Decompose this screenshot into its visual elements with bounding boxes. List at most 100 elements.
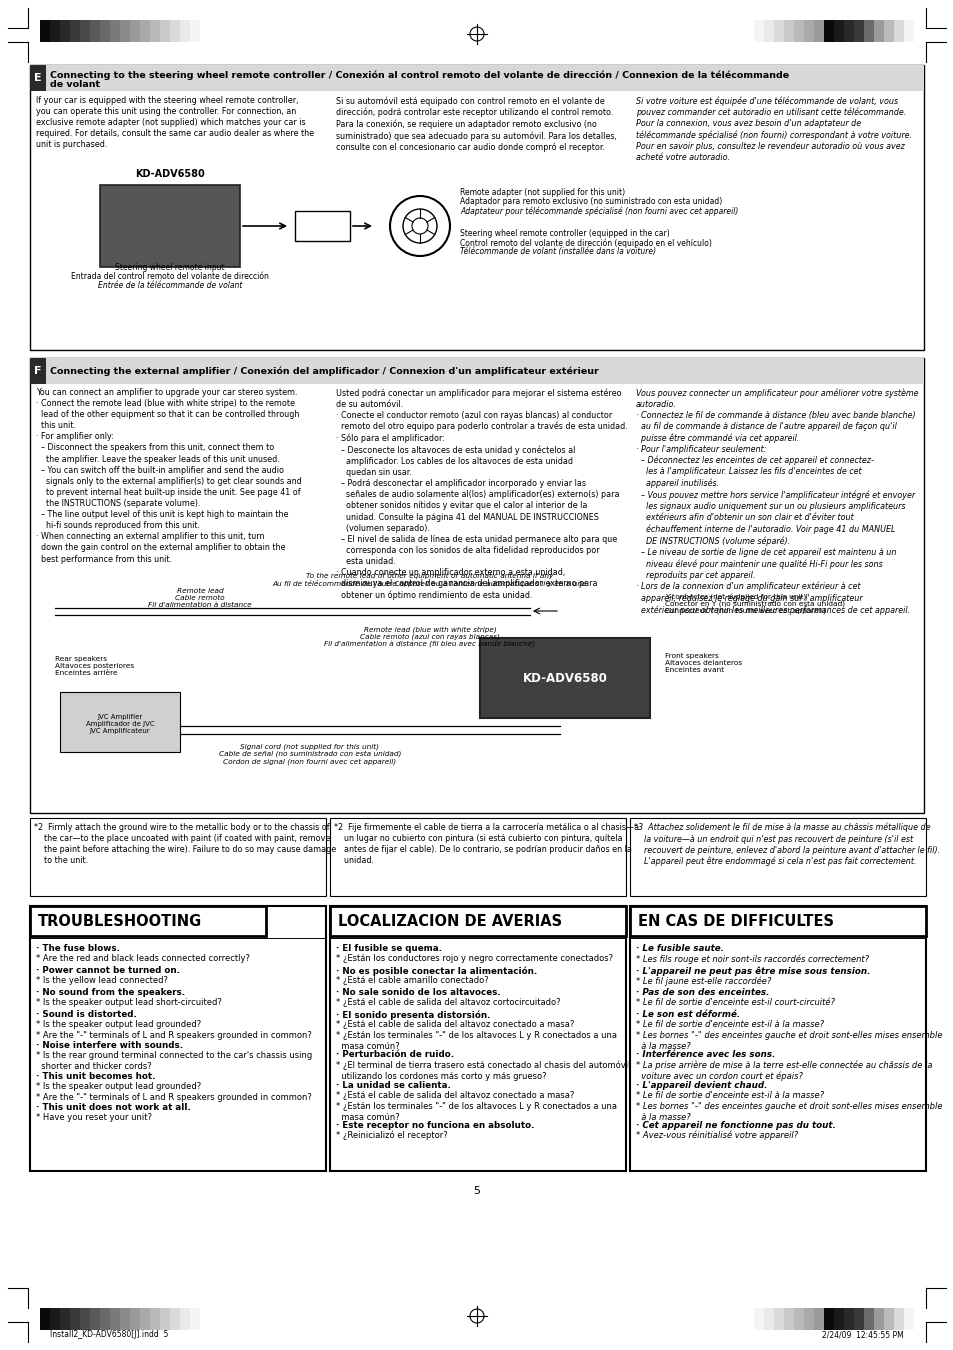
Text: · Este receptor no funciona en absoluto.: · Este receptor no funciona en absoluto. [335, 1120, 534, 1130]
Bar [120, 20, 130, 42]
Bar [190, 1308, 200, 1330]
Text: * Are the red and black leads connected correctly?: * Are the red and black leads connected … [36, 954, 250, 963]
Text: EN CAS DE DIFFICULTES: EN CAS DE DIFFICULTES [638, 914, 833, 929]
Bar [140, 1308, 150, 1330]
Bar [40, 20, 50, 42]
Text: Connecting the external amplifier / Conexión del amplificador / Connexion d'un a: Connecting the external amplifier / Cone… [50, 366, 598, 375]
Bar [763, 20, 773, 42]
Bar [30, 906, 326, 1170]
Bar [803, 20, 813, 42]
Text: · No sale sonido de los altavoces.: · No sale sonido de los altavoces. [335, 988, 500, 998]
Bar [170, 1308, 180, 1330]
Text: * Le fil jaune est-elle raccordée?: * Le fil jaune est-elle raccordée? [636, 976, 771, 986]
Bar [160, 20, 170, 42]
Text: * ¿Está el cable de salida del altavoz conectado a masa?
* ¿Están los terminales: * ¿Está el cable de salida del altavoz c… [335, 1021, 617, 1052]
Text: * La prise arrière de mise à la terre est-elle connectée au châssis de la
  voit: * La prise arrière de mise à la terre es… [636, 1060, 931, 1081]
Text: * Avez-vous réinitialisé votre appareil?: * Avez-vous réinitialisé votre appareil? [636, 1131, 798, 1141]
Text: Signal cord (not supplied for this unit)
Cable de señal (no suministrado con est: Signal cord (not supplied for this unit)… [218, 743, 401, 765]
Text: Adaptador para remoto exclusivo (no suministrado con esta unidad): Adaptador para remoto exclusivo (no sumi… [459, 197, 721, 207]
Bar [873, 20, 883, 42]
Bar [883, 1308, 893, 1330]
Text: Si votre voiture est équipée d'une télécommande de volant, vous
pouvez commander: Si votre voiture est équipée d'une téléc… [636, 96, 911, 162]
Bar [30, 818, 326, 896]
Bar [180, 1308, 190, 1330]
Text: Vous pouvez connecter un amplificateur pour améliorer votre système
autoradio.
·: Vous pouvez connecter un amplificateur p… [636, 387, 918, 614]
Bar [843, 1308, 853, 1330]
Bar [813, 20, 823, 42]
Text: * ¿Reinicializó el receptor?: * ¿Reinicializó el receptor? [335, 1131, 447, 1141]
Bar [294, 211, 350, 242]
Bar [330, 906, 625, 936]
Bar [893, 1308, 903, 1330]
Text: TROUBLESHOOTING: TROUBLESHOOTING [38, 914, 202, 929]
Text: Steering wheel remote input: Steering wheel remote input [115, 263, 225, 271]
Bar [80, 20, 90, 42]
Bar [833, 20, 843, 42]
Text: * ¿Está el cable de salida del altavoz conectado a masa?
* ¿Están los terminales: * ¿Está el cable de salida del altavoz c… [335, 1091, 617, 1122]
Text: * Is the rear ground terminal connected to the car's chassis using
  shorter and: * Is the rear ground terminal connected … [36, 1052, 312, 1071]
Text: · Le fusible saute.: · Le fusible saute. [636, 944, 723, 953]
Bar [170, 20, 180, 42]
Bar [30, 65, 46, 90]
Text: · This unit does not work at all.: · This unit does not work at all. [36, 1103, 191, 1112]
Bar [110, 20, 120, 42]
Bar [793, 20, 803, 42]
Bar [30, 65, 923, 350]
Text: · This unit becomes hot.: · This unit becomes hot. [36, 1072, 155, 1081]
Text: · L'appareil ne peut pas être mise sous tension.: · L'appareil ne peut pas être mise sous … [636, 967, 869, 976]
Text: * ¿Está el cable amarillo conectado?: * ¿Está el cable amarillo conectado? [335, 976, 488, 986]
Text: · The fuse blows.: · The fuse blows. [36, 944, 120, 953]
Bar [90, 1308, 100, 1330]
Text: E: E [34, 73, 42, 82]
Text: *2  Fije firmemente el cable de tierra a la carrocería metálica o al chasis—a
  : *2 Fije firmemente el cable de tierra a … [334, 824, 639, 865]
Text: 2/24/09  12:45:55 PM: 2/24/09 12:45:55 PM [821, 1330, 903, 1339]
Bar [793, 1308, 803, 1330]
Text: * ¿Está el cable de salida del altavoz cortocircuitado?: * ¿Está el cable de salida del altavoz c… [335, 998, 560, 1007]
Text: KD-ADV6580: KD-ADV6580 [135, 169, 205, 180]
Bar [160, 1308, 170, 1330]
Bar [753, 20, 763, 42]
Bar [50, 20, 60, 42]
Bar [629, 818, 925, 896]
Text: · Interférence avec les sons.: · Interférence avec les sons. [636, 1050, 775, 1058]
Bar [60, 1308, 70, 1330]
Text: Télécommande de volant (installée dans la voiture): Télécommande de volant (installée dans l… [459, 247, 656, 256]
Text: *3  Attachez solidement le fil de mise à la masse au châssis métallique de
    l: *3 Attachez solidement le fil de mise à … [634, 824, 939, 867]
Bar [629, 906, 925, 936]
Bar [40, 1308, 50, 1330]
Text: * Have you reset your unit?: * Have you reset your unit? [36, 1112, 152, 1122]
Bar [330, 818, 625, 896]
Text: F: F [34, 366, 42, 377]
Text: * Is the speaker output lead short-circuited?: * Is the speaker output lead short-circu… [36, 998, 222, 1007]
Text: Steering wheel remote controller (equipped in the car): Steering wheel remote controller (equipp… [459, 230, 669, 238]
Text: Usted podrá conectar un amplificador para mejorar el sistema estéreo
de su autom: Usted podrá conectar un amplificador par… [335, 387, 627, 599]
Bar [873, 1308, 883, 1330]
Bar [30, 358, 46, 383]
Text: · Pas de son des enceintes.: · Pas de son des enceintes. [636, 988, 769, 998]
Bar [110, 1308, 120, 1330]
Text: · No es posible conectar la alimentación.: · No es posible conectar la alimentación… [335, 967, 537, 976]
Text: Si su automóvil está equipado con control remoto en el volante de
dirección, pod: Si su automóvil está equipado con contro… [335, 96, 617, 153]
Bar [190, 20, 200, 42]
Text: * Is the speaker output lead grounded?
* Are the "-" terminals of L and R speake: * Is the speaker output lead grounded? *… [36, 1021, 312, 1040]
Bar [903, 20, 913, 42]
Bar [120, 1308, 130, 1330]
Bar [130, 1308, 140, 1330]
Text: Entrée de la télécommande de volant: Entrée de la télécommande de volant [98, 281, 242, 290]
Bar [883, 20, 893, 42]
Bar [823, 20, 833, 42]
Bar [70, 20, 80, 42]
Text: KD-ADV6580: KD-ADV6580 [522, 671, 607, 684]
Bar [843, 20, 853, 42]
Text: Adaptateur pour télécommande spécialisé (non fourni avec cet appareil): Adaptateur pour télécommande spécialisé … [459, 207, 738, 216]
Text: * Is the yellow lead connected?: * Is the yellow lead connected? [36, 976, 168, 986]
Bar [903, 1308, 913, 1330]
Text: · Cet appareil ne fonctionne pas du tout.: · Cet appareil ne fonctionne pas du tout… [636, 1120, 835, 1130]
Bar [30, 906, 266, 936]
Bar [90, 20, 100, 42]
Text: * Le fil de sortie d'enceinte est-il court-circuité?: * Le fil de sortie d'enceinte est-il cou… [636, 998, 834, 1007]
Bar [863, 1308, 873, 1330]
Bar [100, 1308, 110, 1330]
Bar [30, 65, 923, 90]
Text: · Sound is distorted.: · Sound is distorted. [36, 1010, 136, 1019]
